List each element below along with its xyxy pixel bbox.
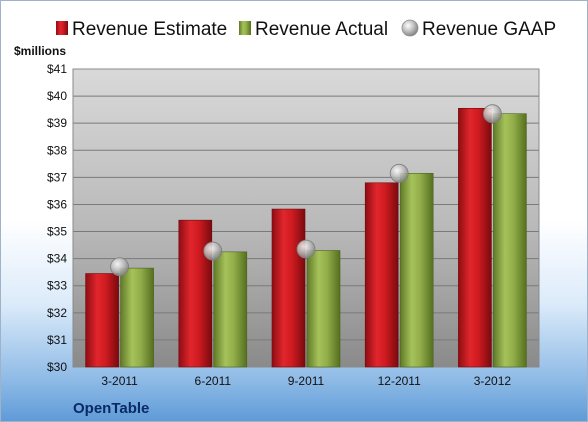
x-tick-label: 6-2011	[195, 374, 232, 388]
bar-revenue-estimate	[271, 208, 306, 368]
legend-label-estimate: Revenue Estimate	[72, 19, 227, 40]
y-tick-label: $41	[47, 62, 67, 76]
legend-item-revenue-actual[interactable]: Revenue Actual	[239, 19, 388, 40]
legend-swatch-estimate	[56, 21, 68, 35]
bar-revenue-actual	[213, 251, 248, 368]
y-tick-label: $34	[47, 252, 67, 266]
bar-revenue-actual	[306, 250, 341, 368]
y-tick-label: $35	[47, 225, 67, 239]
y-tick-label: $39	[47, 116, 67, 130]
x-tick-label: 3-2011	[101, 374, 138, 388]
marker-revenue-gaap	[203, 241, 223, 261]
y-axis-ticks: $30 $31 $32 $33 $34 $35 $36 $37 $38 $39 $40 $41	[47, 62, 67, 374]
bar-revenue-estimate	[458, 107, 492, 368]
x-tick-label: 3-2012	[474, 374, 512, 388]
legend-label-actual: Revenue Actual	[255, 19, 388, 40]
x-tick-label: 12-2011	[378, 374, 421, 388]
y-tick-label: $36	[47, 197, 67, 211]
legend-label-gaap: Revenue GAAP	[422, 19, 556, 40]
bar-revenue-estimate	[178, 219, 213, 368]
legend: Revenue Estimate Revenue Actual Revenue …	[56, 19, 556, 40]
marker-revenue-gaap	[110, 257, 129, 277]
bar-revenue-actual	[399, 173, 434, 368]
y-tick-label: $37	[47, 170, 67, 184]
legend-swatch-actual	[239, 21, 251, 35]
y-tick-label: $38	[47, 143, 67, 157]
legend-item-revenue-gaap[interactable]: Revenue GAAP	[401, 19, 556, 40]
gaap-markers	[110, 104, 502, 277]
x-axis-ticks: 3-2011 6-2011 9-2011 12-2011 3-2012	[101, 374, 511, 388]
bar-revenue-actual	[120, 267, 154, 368]
y-tick-label: $32	[47, 306, 67, 320]
bars	[85, 107, 527, 368]
y-tick-label: $33	[47, 279, 67, 293]
y-axis-unit-label: $millions	[14, 44, 66, 58]
bar-revenue-estimate	[364, 182, 399, 368]
company-name: OpenTable	[73, 400, 149, 417]
marker-revenue-gaap	[389, 163, 409, 183]
legend-item-revenue-estimate[interactable]: Revenue Estimate	[56, 19, 227, 40]
x-tick-label: 9-2011	[288, 374, 325, 388]
plot-border	[72, 68, 540, 368]
y-tick-label: $31	[47, 333, 67, 347]
marker-revenue-gaap	[296, 239, 316, 259]
bar-revenue-actual	[493, 113, 527, 368]
marker-revenue-gaap	[482, 104, 502, 124]
bar-revenue-estimate	[85, 273, 119, 368]
legend-swatch-gaap	[401, 19, 419, 37]
y-tick-label: $30	[47, 360, 67, 374]
y-tick-label: $40	[47, 89, 67, 103]
